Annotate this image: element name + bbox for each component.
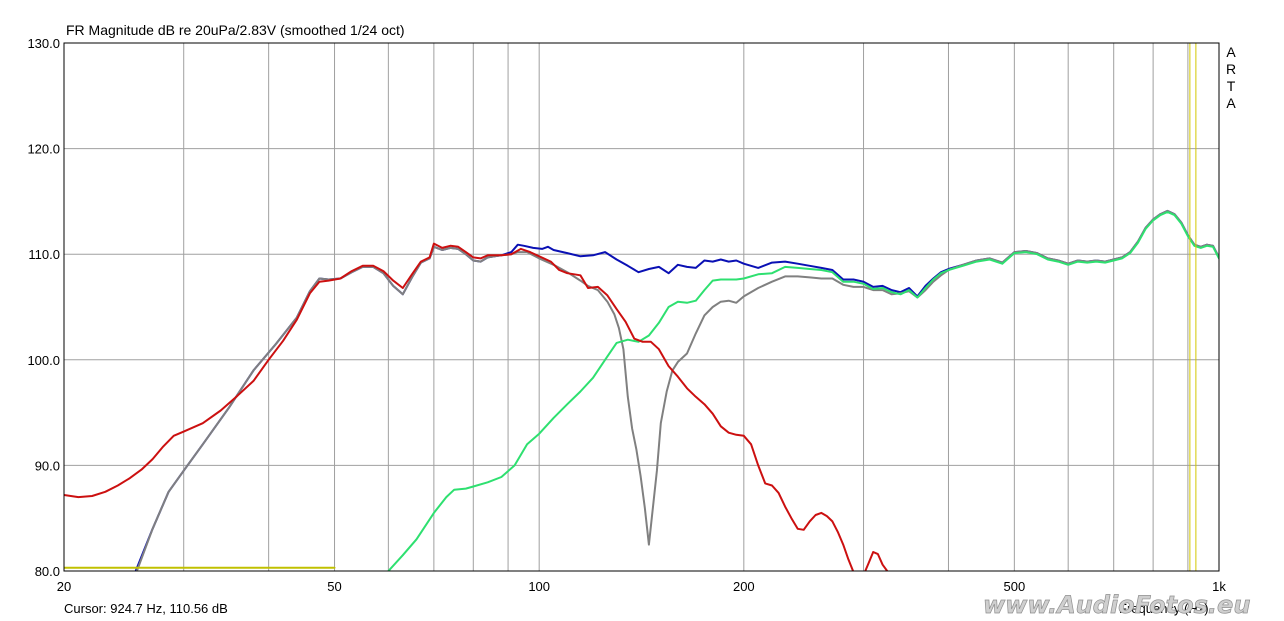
x-axis-label: Frequency (Hz) xyxy=(1119,601,1209,616)
arta-letter: R xyxy=(1226,61,1236,77)
x-axis-ticks: 20 50 100 200 500 1k xyxy=(57,579,1227,594)
x-tick-label: 500 xyxy=(1004,579,1026,594)
chart-grid xyxy=(64,43,1219,571)
watermark: www.AudioFotos.eu xyxy=(983,591,1250,619)
series-line-4 xyxy=(64,242,889,571)
series-line-3 xyxy=(387,211,1219,571)
arta-letter: A xyxy=(1226,44,1236,60)
arta-letter: A xyxy=(1226,95,1236,111)
plot-frame xyxy=(63,42,1220,572)
y-tick-label: 130.0 xyxy=(27,36,60,51)
x-tick-label: 20 xyxy=(57,579,71,594)
arta-letter: T xyxy=(1227,78,1236,94)
y-axis-ticks: 80.0 90.0 100.0 110.0 120.0 130.0 xyxy=(27,36,60,579)
y-tick-label: 110.0 xyxy=(28,247,60,262)
plot-area xyxy=(64,43,1219,571)
x-tick-label: 50 xyxy=(327,579,341,594)
y-tick-label: 80.0 xyxy=(35,564,60,579)
chart-title: FR Magnitude dB re 20uPa/2.83V (smoothed… xyxy=(66,22,405,38)
x-tick-label: 1k xyxy=(1212,579,1226,594)
y-tick-label: 90.0 xyxy=(35,458,60,473)
series-line-2 xyxy=(135,209,1219,571)
x-tick-label: 200 xyxy=(733,579,755,594)
cursor-readout: Cursor: 924.7 Hz, 110.56 dB xyxy=(64,601,228,616)
y-tick-label: 100.0 xyxy=(27,353,60,368)
y-tick-label: 120.0 xyxy=(27,142,60,157)
x-tick-label: 100 xyxy=(528,579,550,594)
